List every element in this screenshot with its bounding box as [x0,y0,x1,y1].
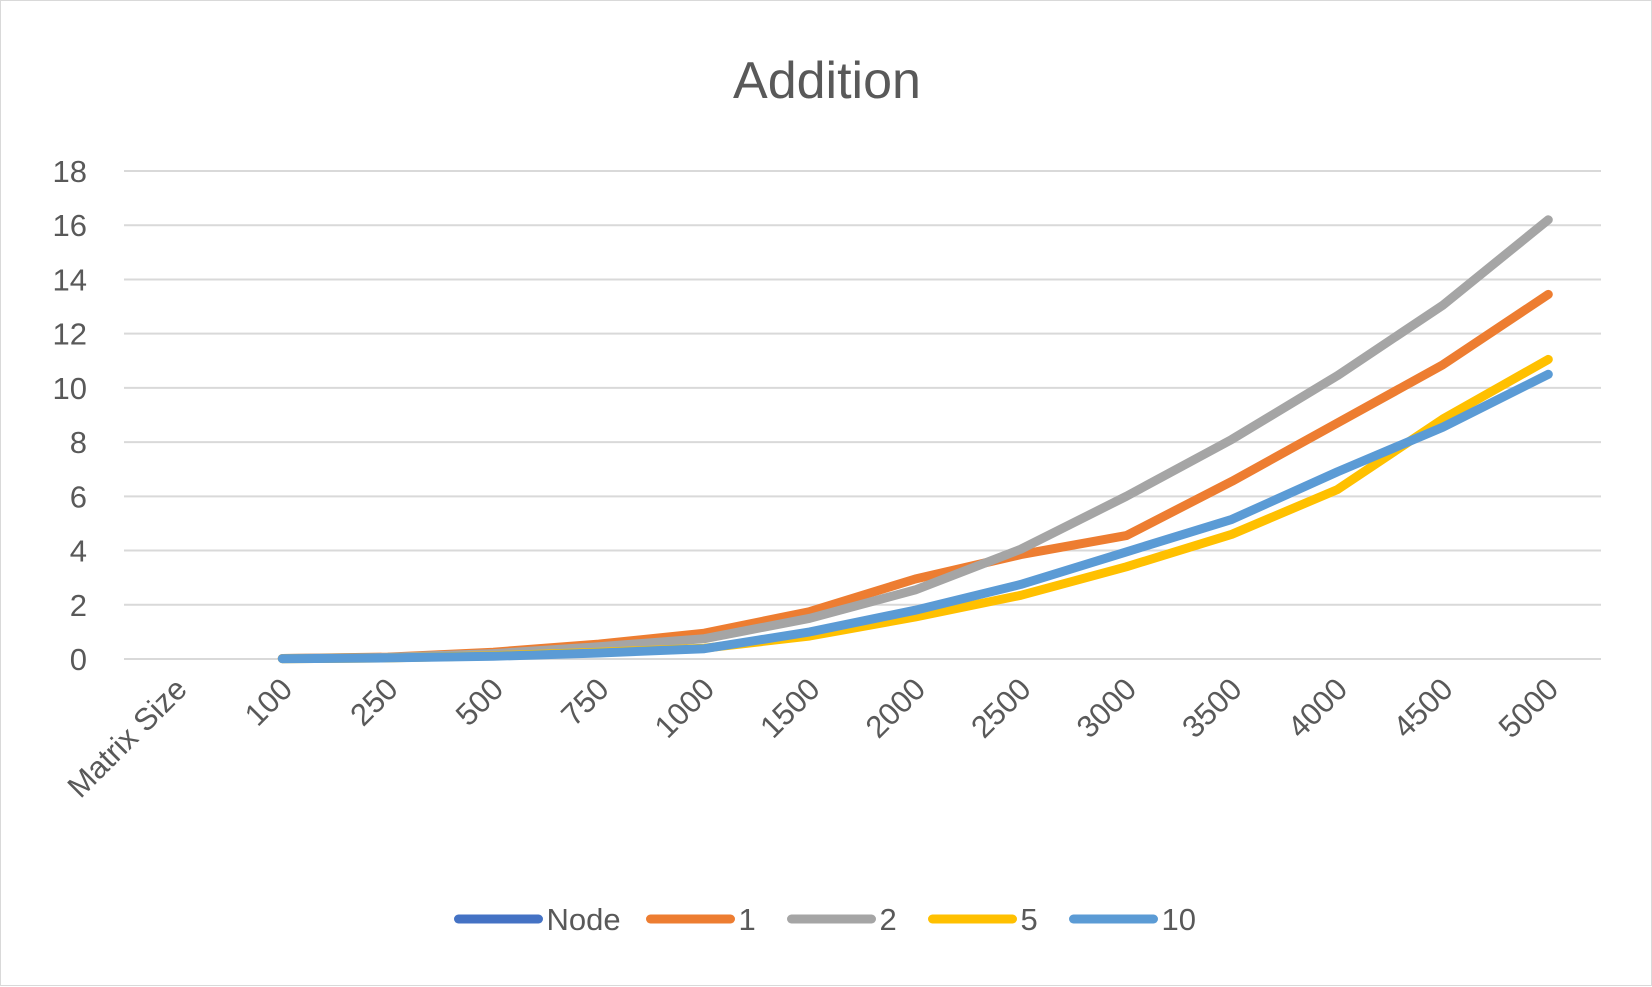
chart-title: Addition [733,52,921,110]
x-tick-label: 5000 [1492,671,1566,745]
x-tick-label: 4000 [1281,671,1355,745]
x-tick-label: 1500 [753,671,827,745]
series-line-10 [277,369,1553,664]
legend-label: 1 [739,902,756,937]
x-tick-label: 250 [343,671,404,732]
legend-label: Node [547,902,621,937]
y-tick-label: 10 [53,371,87,406]
x-tick-label: 750 [554,671,615,732]
y-tick-label: 18 [53,154,87,189]
legend-label: 2 [880,902,897,937]
y-tick-label: 16 [53,208,87,243]
legend-label: 10 [1162,902,1196,937]
y-tick-label: 4 [70,534,87,569]
y-tick-label: 6 [70,479,87,514]
x-tick-label: 2000 [859,671,933,745]
x-tick-label: 1000 [648,671,722,745]
y-tick-label: 8 [70,425,87,460]
x-tick-label: 2500 [964,671,1038,745]
x-tick-label: 3000 [1070,671,1144,745]
gridlines [124,170,1601,660]
x-tick-label: 3500 [1175,671,1249,745]
series-lines [277,215,1553,664]
y-tick-label: 0 [70,642,87,677]
y-tick-label: 14 [53,262,87,297]
x-tick-label: 4500 [1386,671,1460,745]
legend-label: 5 [1021,902,1038,937]
x-tick-label: Matrix Size [61,671,194,804]
y-tick-label: 2 [70,588,87,623]
x-tick-label: 500 [449,671,510,732]
series-line-2 [277,215,1553,663]
y-tick-label: 12 [53,317,87,352]
x-axis-tick-labels: Matrix Size 100 250 500 750 1000 1500 2000 2500 3… [61,671,1566,804]
y-axis-tick-labels: 0 2 4 6 8 10 12 14 16 18 [53,154,87,677]
x-tick-label: 100 [238,671,299,732]
legend: Node 1 2 5 10 [454,902,1196,937]
